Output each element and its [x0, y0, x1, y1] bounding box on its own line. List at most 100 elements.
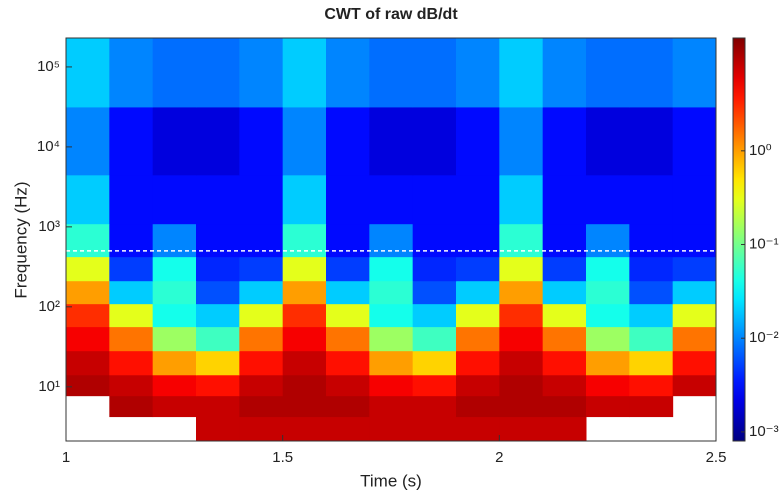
cell [456, 326, 500, 352]
cell [672, 326, 716, 352]
colorbar-tick-label: 10⁻¹ [749, 235, 779, 252]
cell [109, 280, 154, 305]
cell [672, 350, 716, 376]
plot-frame [65, 37, 717, 442]
cell [239, 174, 284, 225]
x-tick-label: 1.5 [272, 449, 293, 466]
cell [412, 106, 457, 176]
cell [456, 374, 500, 397]
cell [66, 256, 110, 282]
cell [109, 395, 154, 418]
cell [109, 256, 154, 282]
cell [629, 395, 674, 418]
cell [66, 174, 110, 225]
cell [542, 416, 587, 441]
x-tick-label: 1 [62, 449, 70, 466]
cell [412, 303, 457, 328]
cell [499, 280, 544, 305]
cell [66, 106, 110, 176]
cell [66, 38, 110, 108]
cell [456, 38, 500, 108]
cell [66, 350, 110, 376]
cell [499, 350, 544, 376]
cell [326, 374, 370, 397]
cell [196, 374, 240, 397]
y-tick-label: 10⁴ [37, 138, 60, 155]
cell [239, 395, 284, 418]
cell [196, 303, 240, 328]
cell [196, 350, 240, 376]
cell [412, 174, 457, 225]
cell [326, 38, 370, 108]
cell [456, 223, 500, 258]
x-axis-label: Time (s) [360, 471, 422, 490]
cell [629, 174, 674, 225]
cell [629, 223, 674, 258]
cell [152, 174, 197, 225]
colorbar-tick-label: 10⁰ [749, 142, 772, 159]
cell [586, 256, 630, 282]
cell [672, 303, 716, 328]
cell [369, 374, 414, 397]
cell [66, 326, 110, 352]
cell [109, 303, 154, 328]
cell [152, 395, 197, 418]
cell [672, 223, 716, 258]
cell [456, 303, 500, 328]
cell [499, 256, 544, 282]
cell [542, 280, 587, 305]
cell [499, 106, 544, 176]
cell [196, 106, 240, 176]
cell [282, 256, 327, 282]
cell [412, 280, 457, 305]
cell [542, 350, 587, 376]
cell [239, 280, 284, 305]
colorbar-tick-label: 10⁻² [749, 329, 779, 346]
colorbar-tick-label: 10⁻³ [749, 423, 779, 440]
cell [239, 106, 284, 176]
cell [629, 280, 674, 305]
cell [239, 256, 284, 282]
y-tick-label: 10¹ [38, 378, 60, 395]
cell [672, 280, 716, 305]
cell [672, 256, 716, 282]
cell [109, 223, 154, 258]
cell [239, 303, 284, 328]
cell [282, 38, 327, 108]
cell [586, 223, 630, 258]
cell [196, 326, 240, 352]
cell [282, 303, 327, 328]
cell [629, 374, 674, 397]
cell [456, 174, 500, 225]
cell [586, 106, 630, 176]
cell [326, 326, 370, 352]
cell [152, 106, 197, 176]
cell [412, 350, 457, 376]
cell [326, 303, 370, 328]
cell [369, 38, 414, 108]
cell [542, 256, 587, 282]
cell [239, 223, 284, 258]
cell [586, 280, 630, 305]
cell [586, 350, 630, 376]
cell [586, 395, 630, 418]
cell [109, 38, 154, 108]
cell [282, 106, 327, 176]
cell [282, 416, 327, 441]
cell [586, 374, 630, 397]
cell [412, 374, 457, 397]
cell [369, 280, 414, 305]
cell [66, 303, 110, 328]
cell [412, 416, 457, 441]
cell [456, 280, 500, 305]
cell [586, 174, 630, 225]
cell [326, 106, 370, 176]
cell [196, 256, 240, 282]
cell [326, 174, 370, 225]
cell [326, 350, 370, 376]
cell [239, 374, 284, 397]
cell [672, 38, 716, 108]
cell [586, 326, 630, 352]
cell [152, 256, 197, 282]
cell [542, 106, 587, 176]
